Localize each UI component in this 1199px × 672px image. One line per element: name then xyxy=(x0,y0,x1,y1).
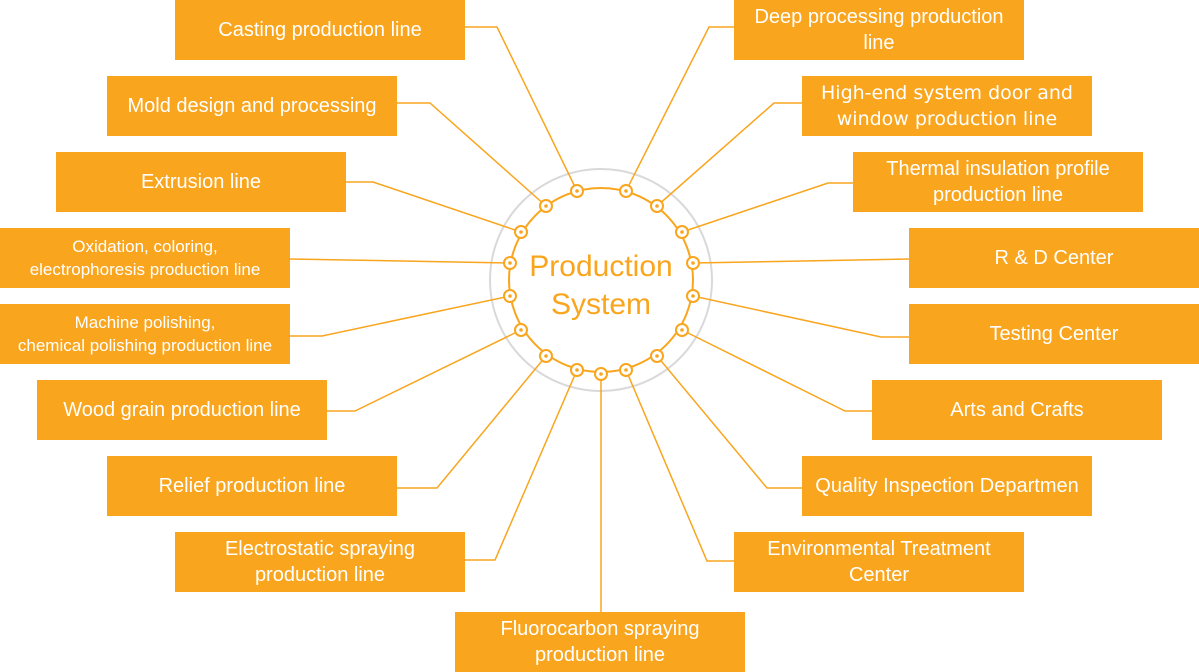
box-left-3: Oxidation, coloring, electrophoresis pro… xyxy=(0,228,290,288)
connector-node-dot xyxy=(519,328,523,332)
connector-node-dot xyxy=(691,261,695,265)
connector-line xyxy=(346,181,522,233)
connector-node-dot xyxy=(575,368,579,372)
connector-node-dot xyxy=(655,354,659,358)
connector-line xyxy=(465,369,578,561)
connector-line xyxy=(681,182,853,233)
box-left-6: Relief production line xyxy=(107,456,397,516)
connector-line xyxy=(397,102,547,207)
connector-node-dot xyxy=(599,372,603,376)
connector-line xyxy=(290,295,511,337)
box-right-4: Testing Center xyxy=(909,304,1199,364)
connector-line xyxy=(625,369,734,562)
connector-node-dot xyxy=(508,261,512,265)
connector-node-dot xyxy=(680,328,684,332)
connector-node-dot xyxy=(544,354,548,358)
box-left-7: Electrostatic spraying production line xyxy=(175,532,465,592)
connector-node-dot xyxy=(691,294,695,298)
box-left-0: Casting production line xyxy=(175,0,465,60)
connector-node-dot xyxy=(519,230,523,234)
center-title: Production System xyxy=(529,250,673,321)
box-right-2: Thermal insulation profile production li… xyxy=(853,152,1143,212)
box-right-6: Quality Inspection Departmen xyxy=(802,456,1092,516)
connector-line xyxy=(289,258,511,264)
connector-node-dot xyxy=(624,189,628,193)
connector-line xyxy=(656,102,802,207)
connector-line xyxy=(681,329,872,412)
box-left-1: Mold design and processing xyxy=(107,76,397,136)
connector-node-dot xyxy=(655,204,659,208)
connector-line xyxy=(656,355,802,489)
box-left-5: Wood grain production line xyxy=(37,380,327,440)
box-right-5: Arts and Crafts xyxy=(872,380,1162,440)
connector-node-dot xyxy=(544,204,548,208)
connector-line xyxy=(692,295,909,338)
box-right-7: Environmental Treatment Center xyxy=(734,532,1024,592)
connector-node-dot xyxy=(575,189,579,193)
connector-node-dot xyxy=(508,294,512,298)
connector-line xyxy=(625,26,734,192)
box-bottom: Fluorocarbon spraying production line xyxy=(455,612,745,672)
box-left-4: Machine polishing, chemical polishing pr… xyxy=(0,304,290,364)
box-right-1: High-end system door and window producti… xyxy=(802,76,1092,136)
box-right-3: R & D Center xyxy=(909,228,1199,288)
box-left-2: Extrusion line xyxy=(56,152,346,212)
connector-line xyxy=(465,26,578,192)
connector-line xyxy=(397,355,547,489)
connector-node-dot xyxy=(624,368,628,372)
connector-line xyxy=(692,258,910,264)
box-right-0: Deep processing production line xyxy=(734,0,1024,60)
connector-line xyxy=(327,329,522,412)
connector-node-dot xyxy=(680,230,684,234)
